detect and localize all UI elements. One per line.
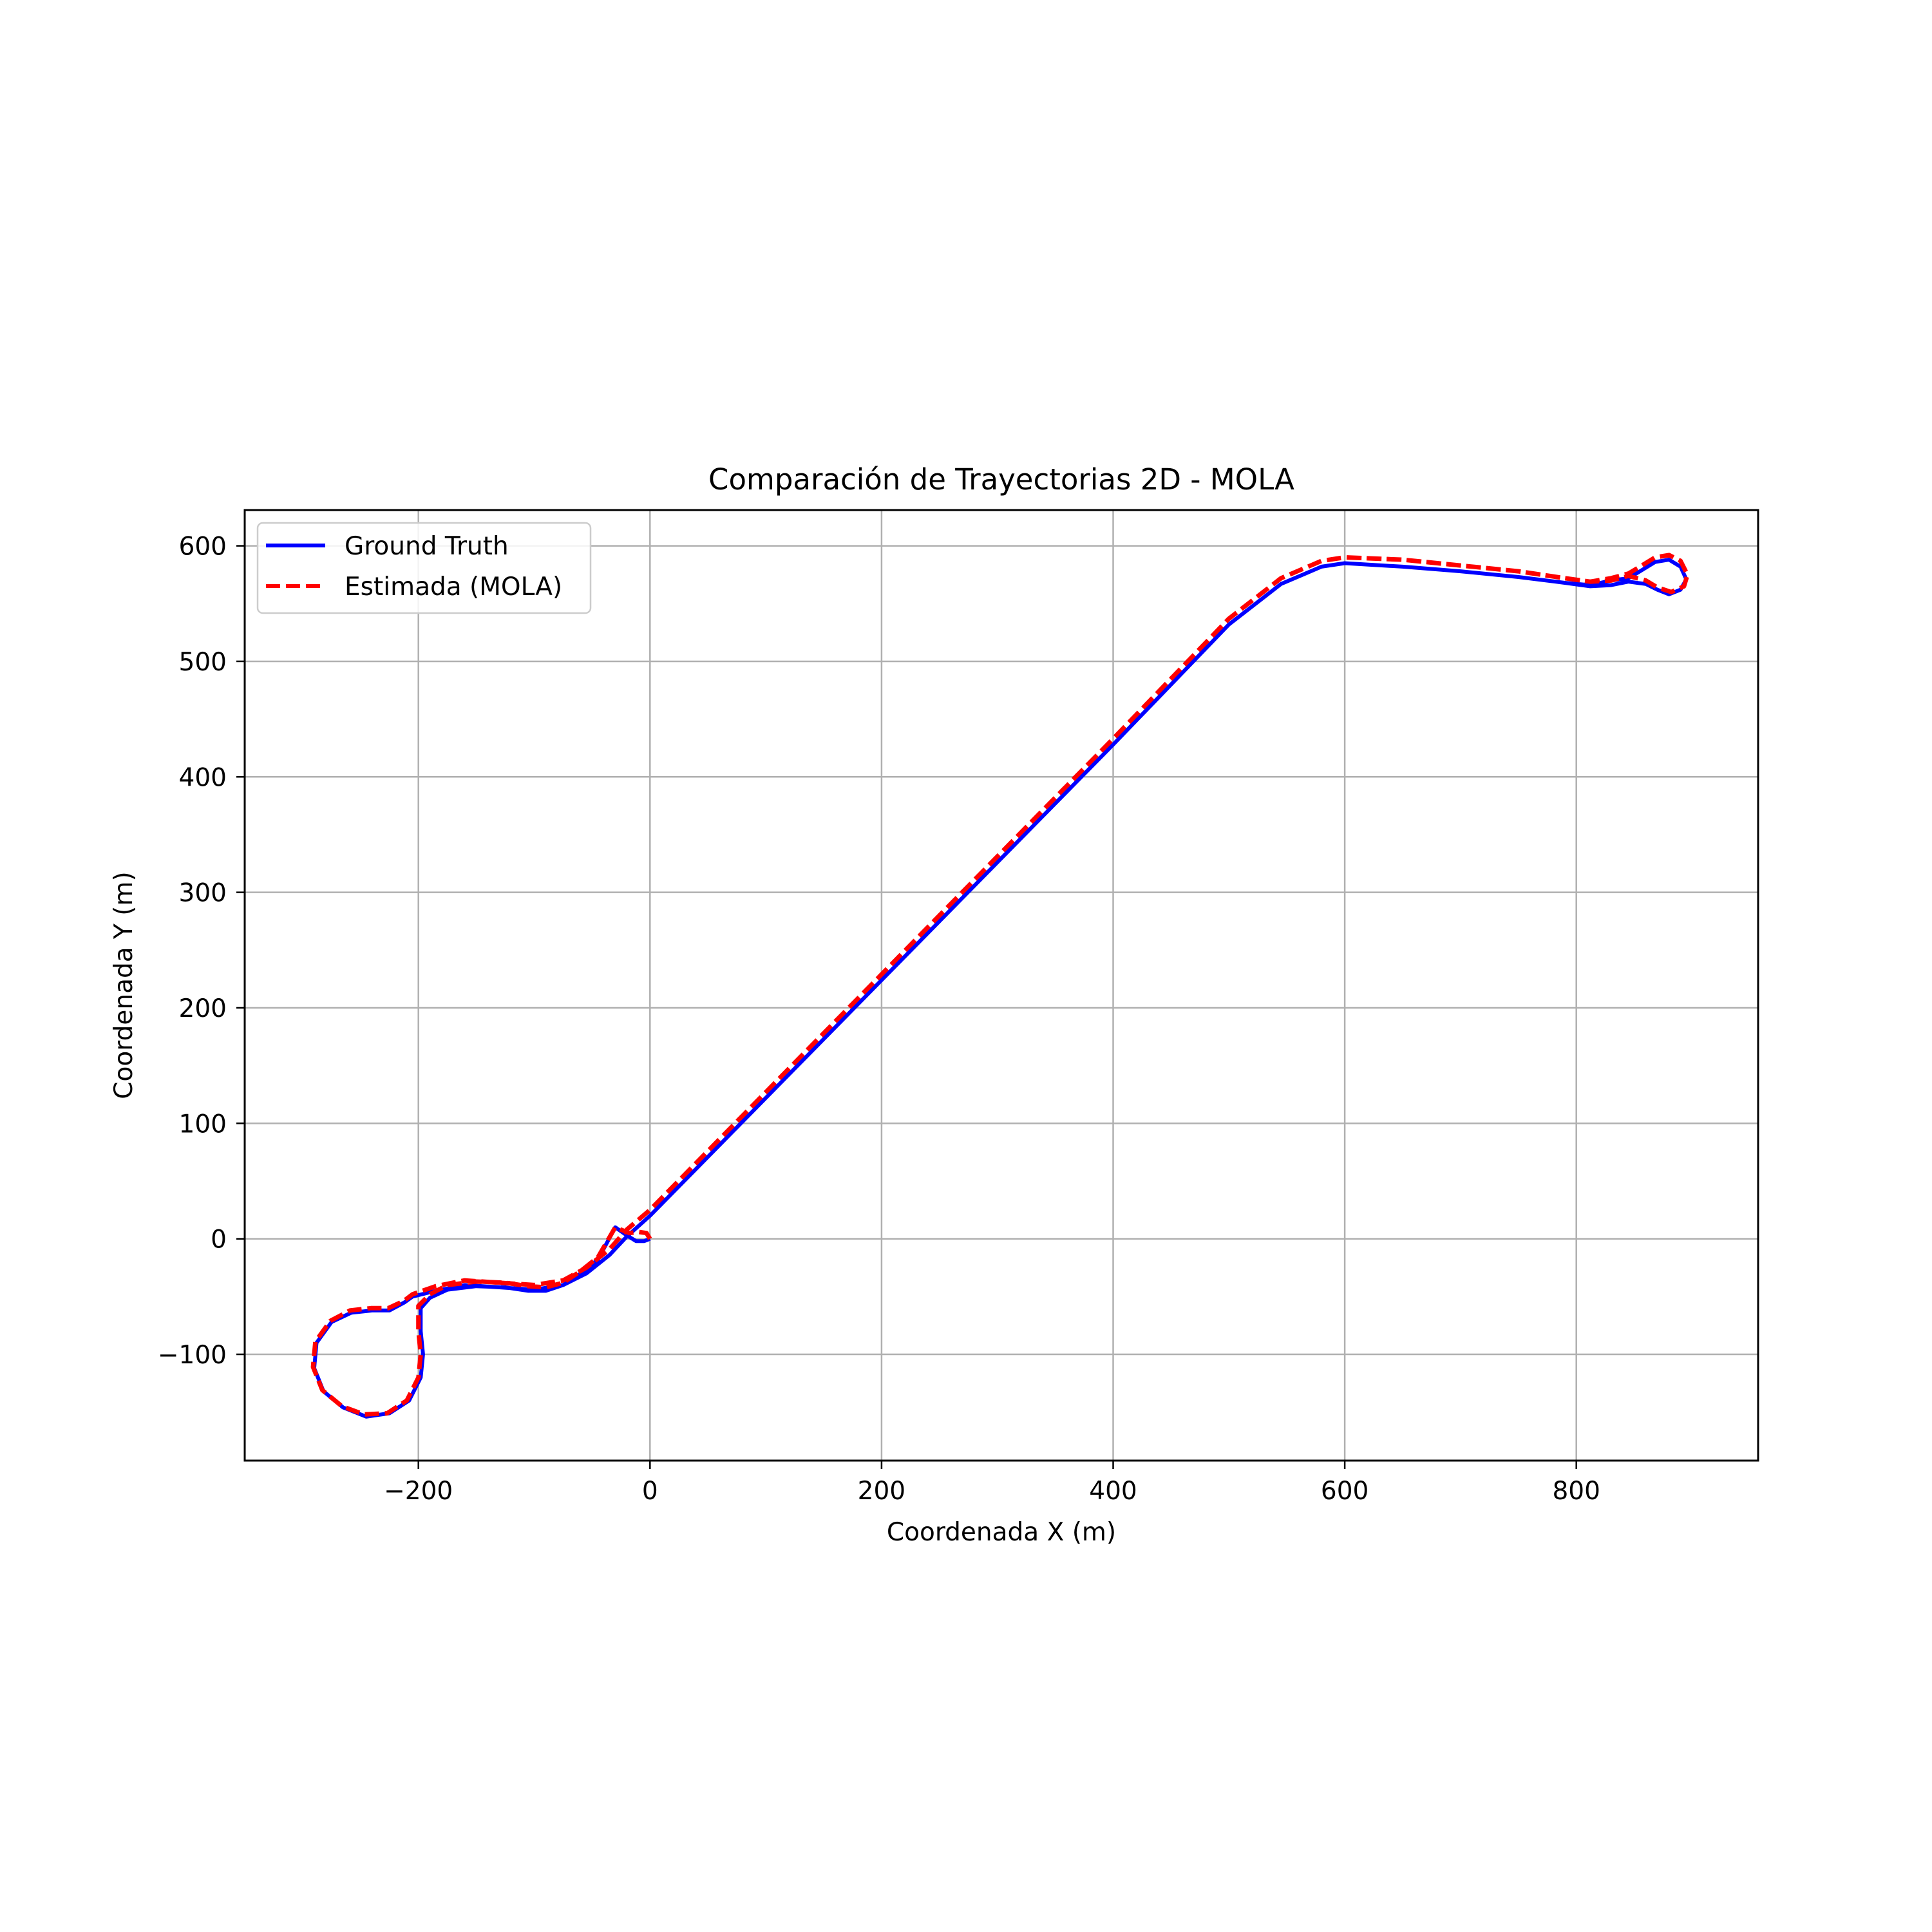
y-tick-label: 600: [179, 533, 227, 562]
x-tick-label: 800: [1552, 1477, 1600, 1506]
legend: Ground Truth Estimada (MOLA): [256, 522, 592, 614]
y-tick-label: 300: [179, 879, 227, 908]
y-tick-label: 0: [211, 1226, 227, 1255]
x-tick-label: 0: [642, 1477, 658, 1506]
y-tick-label: 100: [179, 1110, 227, 1139]
legend-label-ground-truth: Ground Truth: [345, 532, 509, 561]
x-tick-label: 600: [1321, 1477, 1368, 1506]
y-tick-label: 200: [179, 994, 227, 1023]
x-tick-label: 200: [858, 1477, 905, 1506]
x-tick-label: 400: [1089, 1477, 1137, 1506]
axis-ticks: −200 0 200 400 600 800 −100 0 100 200 300 400 500 600: [158, 533, 1600, 1506]
x-axis-label: Coordenada X (m): [887, 1518, 1116, 1547]
y-tick-label: −100: [158, 1341, 227, 1370]
legend-label-estimada: Estimada (MOLA): [345, 573, 562, 601]
y-tick-label: 500: [179, 648, 227, 677]
plot-series: [310, 553, 1690, 1419]
grid-lines: [245, 510, 1758, 1461]
x-tick-label: −200: [384, 1477, 453, 1506]
plot-frame: [243, 509, 1759, 1462]
chart-title: Comparación de Trayectorias 2D - MOLA: [708, 462, 1294, 497]
y-tick-label: 400: [179, 763, 227, 792]
y-axis-label: Coordenada Y (m): [109, 871, 138, 1099]
series-line-estimada: [310, 553, 1690, 1417]
legend-box: [256, 522, 592, 614]
